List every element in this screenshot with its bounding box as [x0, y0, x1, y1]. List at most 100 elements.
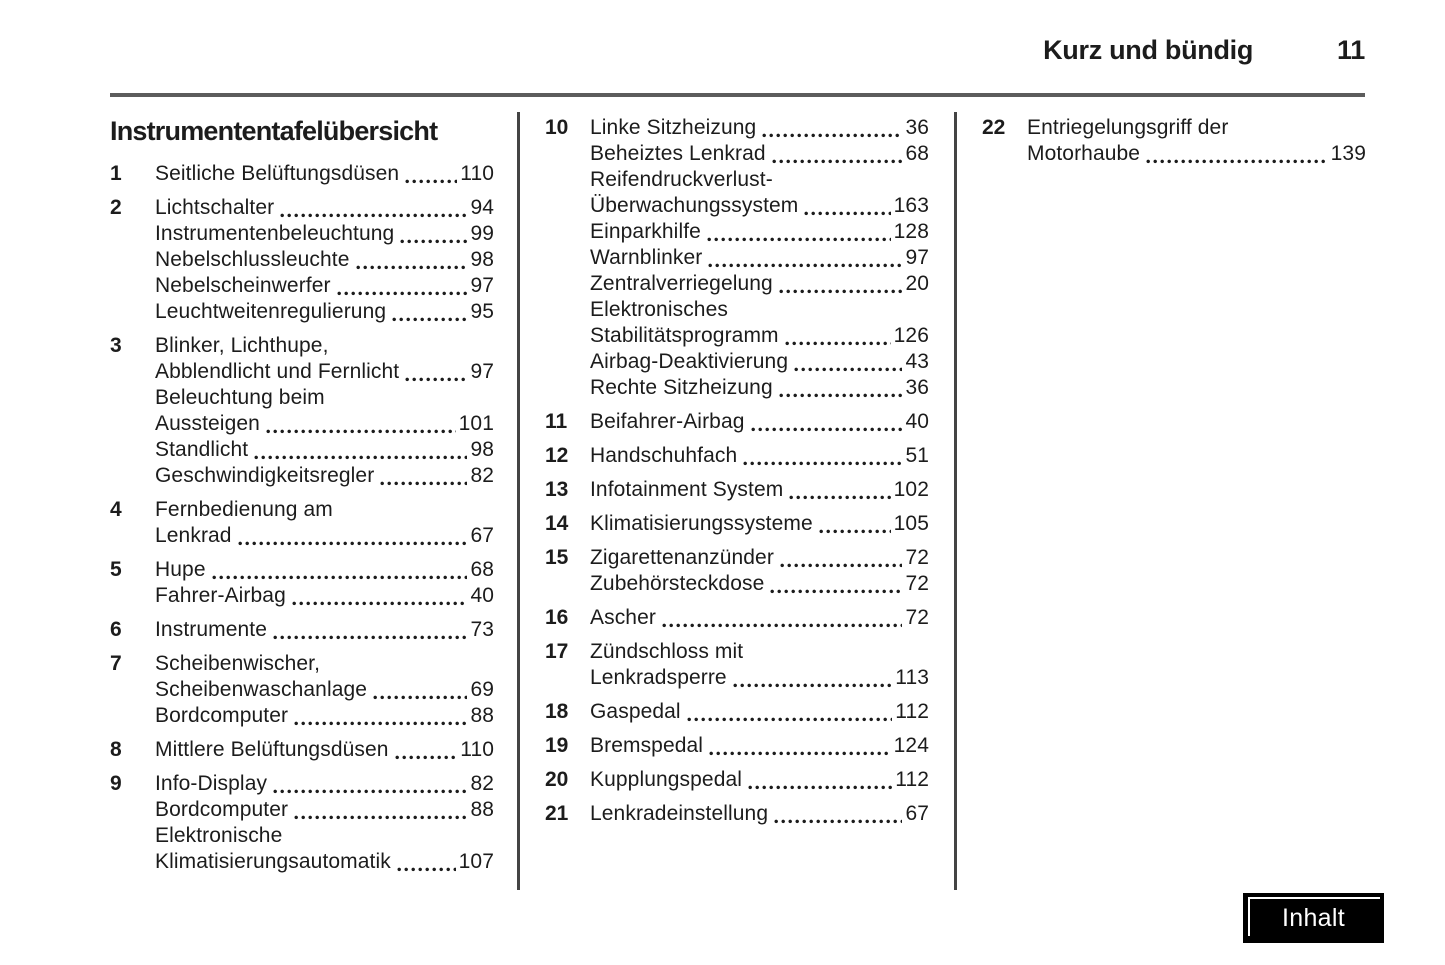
toc-item: 19 Bremspedal 124 — [545, 733, 929, 759]
toc-entry[interactable]: Instrumente 73 — [155, 617, 494, 643]
page-title: Instrumententafelübersicht — [110, 116, 438, 146]
toc-item-entries: Zündschloss mit Lenkradsperre 113 — [590, 639, 929, 691]
toc-entry[interactable]: Infotainment System 102 — [590, 477, 929, 503]
toc-entry-line: Einparkhilfe 128 — [590, 219, 929, 245]
toc-entry[interactable]: Handschuhfach 51 — [590, 443, 929, 469]
toc-entry[interactable]: Kupplungspedal 112 — [590, 767, 929, 793]
toc-entry-page: 67 — [905, 802, 929, 825]
toc-entry-page: 163 — [893, 194, 929, 217]
toc-entry-page: 99 — [470, 222, 494, 245]
toc-item-entries: Hupe 68 Fahrer-Airbag 40 — [155, 557, 494, 609]
toc-entry-text: Elektronische — [155, 824, 283, 847]
toc-entry-page: 40 — [470, 584, 494, 607]
toc-entry[interactable]: Zündschloss mit Lenkradsperre 113 — [590, 639, 929, 691]
toc-entry[interactable]: Beheiztes Lenkrad 68 — [590, 141, 929, 167]
toc-entry-page: 97 — [470, 360, 494, 383]
toc-entry[interactable]: Hupe 68 — [155, 557, 494, 583]
toc-entry[interactable]: Fahrer-Airbag 40 — [155, 583, 494, 609]
toc-entry[interactable]: Zigarettenanzünder 72 — [590, 545, 929, 571]
toc-entry-page: 82 — [470, 464, 494, 487]
toc-entry-line: Lenkradsperre 113 — [590, 665, 929, 691]
toc-entry[interactable]: Blinker, Lichthupe, Abblendlicht und Fern… — [155, 333, 494, 385]
toc-entry-text: Standlicht — [155, 438, 249, 461]
toc-entry[interactable]: Elektronische Klimatisierungsautomatik 107 — [155, 823, 494, 875]
toc-entry[interactable]: Entriegelungsgriff der Motorhaube 139 — [1027, 115, 1366, 167]
leader-dots — [288, 797, 470, 823]
toc-entry-page: 105 — [893, 512, 929, 535]
toc-entry-text: Elektronisches — [590, 298, 728, 321]
toc-entry[interactable]: Gaspedal 112 — [590, 699, 929, 725]
toc-entry-page: 67 — [470, 524, 494, 547]
toc-entry-text: Scheibenwaschanlage — [155, 678, 368, 701]
toc-entry[interactable]: Rechte Sitzheizung 36 — [590, 375, 929, 401]
leader-dots — [267, 617, 470, 643]
toc-entry[interactable]: Warnblinker 97 — [590, 245, 929, 271]
toc-entry-line: Standlicht 98 — [155, 437, 494, 463]
toc-entry[interactable]: Klimatisierungssysteme 105 — [590, 511, 929, 537]
toc-entry-page: 72 — [905, 606, 929, 629]
toc-entry-page: 101 — [458, 412, 494, 435]
toc-entry-page: 97 — [470, 274, 494, 297]
toc-entry[interactable]: Scheibenwischer, Scheibenwaschanlage 69 — [155, 651, 494, 703]
toc-entry-line: Infotainment System 102 — [590, 477, 929, 503]
toc-entry-page: 36 — [905, 376, 929, 399]
toc-entry[interactable]: Bremspedal 124 — [590, 733, 929, 759]
toc-entry[interactable]: Lenkradeinstellung 67 — [590, 801, 929, 827]
toc-entry-line: Geschwindigkeitsregler 82 — [155, 463, 494, 489]
toc-entry[interactable]: Geschwindigkeitsregler 82 — [155, 463, 494, 489]
toc-item-number: 15 — [545, 546, 569, 569]
toc-entry[interactable]: Instrumentenbeleuchtung 99 — [155, 221, 494, 247]
toc-item-entries: Klimatisierungssysteme 105 — [590, 511, 929, 537]
toc-entry-line: Ascher 72 — [590, 605, 929, 631]
toc-item-number: 17 — [545, 640, 569, 663]
toc-entry-line: Überwachungssystem 163 — [590, 193, 929, 219]
toc-entry[interactable]: Bordcomputer 88 — [155, 703, 494, 729]
toc-entry-text: Beifahrer-Airbag — [590, 410, 745, 433]
toc-entry[interactable]: Info-Display 82 — [155, 771, 494, 797]
toc-entry[interactable]: Zentralverriegelung 20 — [590, 271, 929, 297]
toc-entry-text: Überwachungssystem — [590, 194, 799, 217]
toc-item: 15 Zigarettenanzünder 72 Zubehörsteckdose 72 — [545, 545, 929, 597]
toc-entry-line: Kupplungspedal 112 — [590, 767, 929, 793]
toc-entry[interactable]: Mittlere Belüftungsdüsen 110 — [155, 737, 494, 763]
toc-entry[interactable]: Standlicht 98 — [155, 437, 494, 463]
toc-item-number: 21 — [545, 802, 569, 825]
toc-entry[interactable]: Seitliche Belüftungsdüsen 110 — [155, 161, 494, 187]
toc-entry[interactable]: Linke Sitzheizung 36 — [590, 115, 929, 141]
toc-entry[interactable]: Bordcomputer 88 — [155, 797, 494, 823]
toc-item-number: 6 — [110, 618, 122, 641]
toc-entry[interactable]: Nebelschlussleuchte 98 — [155, 247, 494, 273]
toc-entry[interactable]: Einparkhilfe 128 — [590, 219, 929, 245]
toc-entry[interactable]: Beifahrer-Airbag 40 — [590, 409, 929, 435]
toc-item: 11 Beifahrer-Airbag 40 — [545, 409, 929, 435]
toc-entry[interactable]: Beleuchtung beim Aussteigen 101 — [155, 385, 494, 437]
leader-dots — [745, 409, 906, 435]
toc-entry[interactable]: Elektronisches Stabilitätsprogramm 126 — [590, 297, 929, 349]
toc-entry-text: Info-Display — [155, 772, 268, 795]
toc-entry[interactable]: Zubehörsteckdose 72 — [590, 571, 929, 597]
leader-dots — [768, 801, 905, 827]
toc-entry[interactable]: Ascher 72 — [590, 605, 929, 631]
toc-entry-text: Infotainment System — [590, 478, 784, 501]
toc-entry[interactable]: Reifendruckverlust- Überwachungssystem 163 — [590, 167, 929, 219]
toc-entry-page: 107 — [458, 850, 494, 873]
leader-dots — [386, 299, 470, 325]
toc-entry-line: Warnblinker 97 — [590, 245, 929, 271]
toc-entry[interactable]: Lichtschalter 94 — [155, 195, 494, 221]
toc-entry-text: Ascher — [590, 606, 656, 629]
toc-item-number: 13 — [545, 478, 569, 501]
inhalt-button[interactable]: Inhalt — [1243, 893, 1384, 943]
toc-entry[interactable]: Fernbedienung am Lenkrad 67 — [155, 497, 494, 549]
toc-item: 3 Blinker, Lichthupe, Abblendlicht und Fer… — [110, 333, 494, 489]
toc-entry-page: 36 — [905, 116, 929, 139]
toc-item-entries: Ascher 72 — [590, 605, 929, 631]
toc-entry-text: Klimatisierungsautomatik — [155, 850, 391, 873]
toc-entry[interactable]: Nebelscheinwerfer 97 — [155, 273, 494, 299]
toc-entry[interactable]: Leuchtweitenregulierung 95 — [155, 299, 494, 325]
toc-item-number: 9 — [110, 772, 122, 795]
toc-entry-page: 68 — [905, 142, 929, 165]
toc-entry-line: Fahrer-Airbag 40 — [155, 583, 494, 609]
toc-entry-line: Nebelschlussleuchte 98 — [155, 247, 494, 273]
toc-entry[interactable]: Airbag-Deaktivierung 43 — [590, 349, 929, 375]
